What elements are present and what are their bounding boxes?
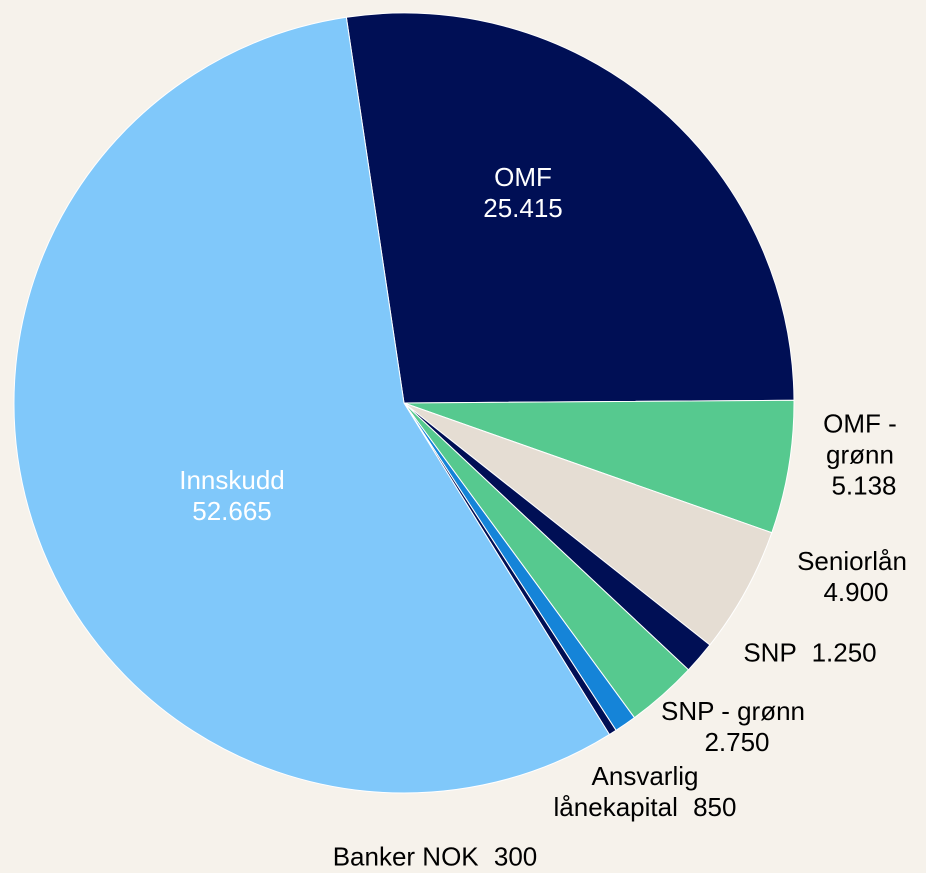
value-label: 850 (693, 792, 737, 822)
category-name: Banker NOK (332, 841, 479, 872)
category-name: OMF (494, 162, 552, 192)
value-label: 1.250 (811, 637, 877, 668)
category-name: SNP (743, 637, 797, 668)
value-label: 4.900 (823, 577, 889, 607)
slice-label: OMF - grønn 5.138 (810, 409, 910, 502)
slice-label: SNP 1.250 (700, 638, 920, 669)
value-label: 2.750 (704, 727, 770, 757)
slice-label: Ansvarlig lånekapital 850 (545, 761, 745, 823)
pie-slice (403, 399, 795, 534)
category-name: Ansvarlig lånekapital (553, 761, 699, 822)
slice-label: SNP - grønn 2.750 (633, 696, 833, 758)
category-name: Seniorlån (797, 546, 907, 576)
slice-label: OMF 25.415 (448, 162, 598, 224)
category-name: SNP - grønn (660, 696, 805, 726)
category-name: Innskudd (179, 465, 285, 495)
slice-label: Banker NOK 300 (285, 842, 585, 873)
value-label: 25.415 (483, 193, 563, 223)
pie-slice (13, 16, 611, 794)
value-label: 52.665 (192, 496, 272, 526)
value-label: 300 (493, 841, 538, 872)
pie-slice (345, 12, 795, 404)
slice-label: Innskudd 52.665 (157, 465, 307, 527)
value-label: 5.138 (831, 470, 897, 501)
slice-label: Seniorlån 4.900 (777, 546, 926, 608)
category-name: OMF - grønn (823, 408, 897, 470)
